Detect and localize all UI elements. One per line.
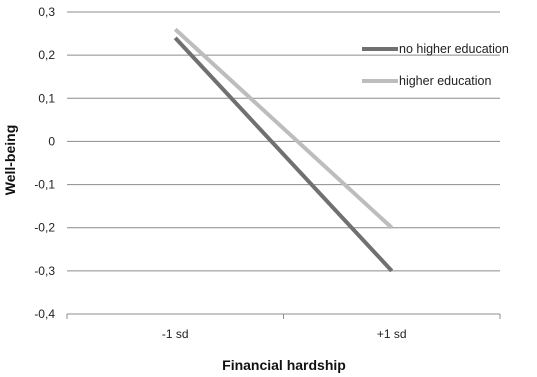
x-tick-labels: -1 sd +1 sd [162, 327, 407, 341]
x-tick-label: +1 sd [377, 327, 407, 341]
y-tick-label: -0,4 [34, 307, 55, 321]
y-tick-label: 0,2 [38, 48, 55, 62]
legend: no higher education higher education [362, 42, 509, 88]
y-tick-label: -0,2 [34, 221, 55, 235]
legend-label: higher education [399, 74, 491, 88]
x-axis-title: Financial hardship [222, 357, 346, 373]
series-lines [173, 27, 394, 273]
y-tick-label: 0,1 [38, 91, 55, 105]
series-line [173, 36, 394, 273]
y-tick-label: 0,3 [38, 5, 55, 19]
x-tick-label: -1 sd [162, 327, 189, 341]
y-tick-label: 0 [48, 134, 55, 148]
y-tick-labels: 0,3 0,2 0,1 0 -0,1 -0,2 -0,3 -0,4 [34, 5, 55, 321]
y-tick-label: -0,3 [34, 264, 55, 278]
x-axis-ticks [66, 314, 501, 319]
series-line [173, 27, 394, 230]
y-axis-title: Well-being [2, 125, 18, 196]
gridlines [67, 11, 500, 272]
legend-label: no higher education [399, 42, 509, 56]
y-tick-label: -0,1 [34, 178, 55, 192]
